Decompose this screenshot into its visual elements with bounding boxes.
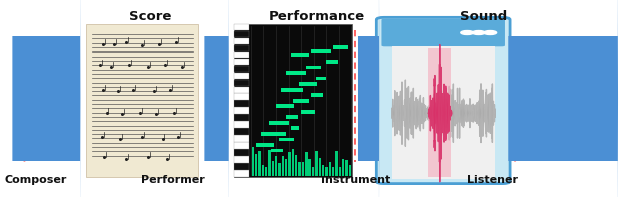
Text: Score: Score xyxy=(129,10,172,23)
Bar xyxy=(279,138,294,141)
Bar xyxy=(312,167,314,176)
Bar xyxy=(234,135,249,142)
Bar xyxy=(278,163,281,176)
Bar xyxy=(291,53,309,57)
Bar xyxy=(289,152,291,176)
Circle shape xyxy=(472,31,485,34)
Bar xyxy=(333,45,348,49)
Bar xyxy=(234,80,249,86)
Bar xyxy=(311,49,332,53)
Text: Listener: Listener xyxy=(467,175,518,185)
Bar xyxy=(234,100,249,107)
Circle shape xyxy=(461,31,474,34)
Bar xyxy=(265,167,268,176)
Bar xyxy=(286,115,298,119)
Bar xyxy=(234,149,249,156)
Bar xyxy=(316,77,326,81)
Bar xyxy=(291,126,299,130)
Bar xyxy=(322,164,324,176)
Bar xyxy=(234,38,249,44)
Bar xyxy=(234,66,249,72)
Bar xyxy=(301,110,315,114)
Bar xyxy=(292,149,294,176)
Bar xyxy=(285,159,287,176)
Bar xyxy=(234,170,249,177)
Bar xyxy=(326,60,339,64)
Bar xyxy=(319,158,321,176)
Bar xyxy=(271,149,283,152)
Text: Sound: Sound xyxy=(460,10,507,23)
Bar xyxy=(392,46,495,179)
Bar xyxy=(342,159,344,176)
Bar xyxy=(281,88,303,92)
Bar xyxy=(286,71,306,75)
Bar xyxy=(255,154,257,176)
FancyBboxPatch shape xyxy=(86,24,198,177)
Bar xyxy=(271,161,274,176)
Bar xyxy=(262,165,264,176)
Bar xyxy=(234,94,249,100)
Bar xyxy=(306,66,321,69)
Bar xyxy=(325,167,328,176)
Bar xyxy=(293,99,309,103)
Circle shape xyxy=(484,31,497,34)
Text: Performance: Performance xyxy=(269,10,365,23)
Bar xyxy=(234,59,249,65)
Bar xyxy=(234,156,249,163)
Bar xyxy=(269,121,289,125)
Bar xyxy=(295,155,298,176)
Bar xyxy=(339,167,341,176)
Bar xyxy=(261,132,286,136)
Bar xyxy=(256,143,274,147)
Bar xyxy=(311,93,323,97)
Bar xyxy=(302,162,304,176)
Bar xyxy=(298,162,301,176)
Bar xyxy=(282,156,284,176)
Text: Composer: Composer xyxy=(4,175,67,185)
FancyBboxPatch shape xyxy=(376,17,510,184)
Bar xyxy=(234,24,352,177)
Bar xyxy=(332,167,334,176)
Bar xyxy=(234,45,249,51)
Bar xyxy=(234,114,249,121)
Bar xyxy=(234,86,249,93)
Bar xyxy=(299,82,317,86)
Bar xyxy=(234,121,249,128)
Bar xyxy=(349,165,351,176)
Bar xyxy=(328,162,331,176)
Text: Performer: Performer xyxy=(141,175,205,185)
Bar xyxy=(234,142,249,149)
Bar xyxy=(305,152,307,176)
FancyBboxPatch shape xyxy=(381,19,505,46)
Bar xyxy=(258,151,260,176)
Bar xyxy=(276,104,294,108)
Bar xyxy=(234,107,249,114)
Bar xyxy=(315,151,317,176)
Bar xyxy=(252,147,254,176)
Text: Instrument: Instrument xyxy=(321,175,390,185)
Bar xyxy=(234,72,249,79)
Bar xyxy=(428,48,451,177)
Bar xyxy=(234,24,249,30)
Bar xyxy=(346,160,348,176)
Bar xyxy=(308,159,311,176)
Bar xyxy=(268,151,271,176)
Bar xyxy=(234,31,249,37)
Bar xyxy=(335,151,338,176)
Bar xyxy=(234,52,249,58)
Bar xyxy=(234,128,249,135)
Bar xyxy=(234,163,249,170)
Bar xyxy=(275,156,277,176)
